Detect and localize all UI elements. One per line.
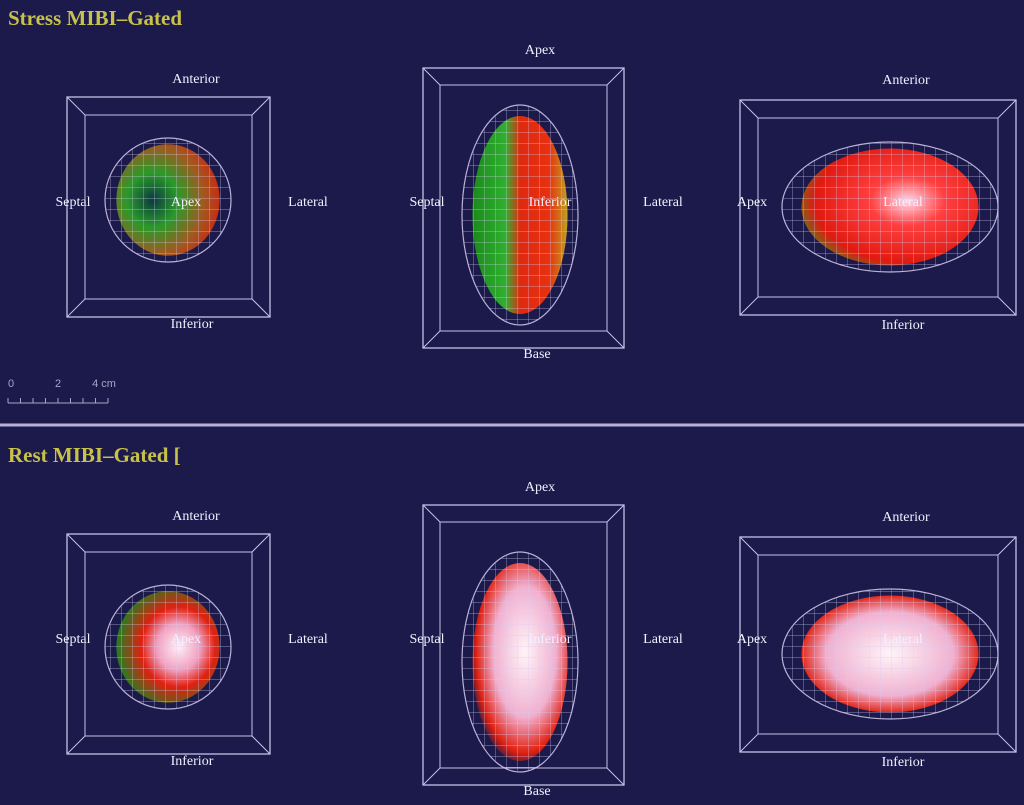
frame-inner [439, 84, 608, 332]
frame-edge [997, 296, 1017, 316]
view-label-bottom: Inferior [882, 755, 925, 770]
view-label-center: Inferior [529, 632, 572, 647]
frame-edge [606, 67, 625, 86]
frame-edge [997, 733, 1017, 753]
frame-outer [422, 67, 625, 349]
wireframe [104, 137, 232, 263]
frame-edge [66, 735, 86, 755]
scale-label: 2 [55, 378, 61, 390]
panel-title: Stress MIBI–Gated [8, 6, 182, 30]
frame-inner [84, 551, 253, 737]
frame-edge [606, 767, 625, 786]
frame-edge [739, 99, 759, 119]
view-label-top: Anterior [172, 72, 220, 87]
view-label-right: Lateral [288, 195, 328, 210]
view-label-bottom: Inferior [171, 754, 214, 769]
view-label-center: Inferior [529, 195, 572, 210]
view-label-center: Lateral [883, 195, 923, 210]
frame-inner [757, 554, 999, 735]
frame-edge [422, 504, 441, 523]
view: Anterior Septal Apex Lateral Inferior [56, 72, 328, 332]
frame-edge [997, 99, 1017, 119]
wireframe [781, 588, 999, 720]
view-label-center: Apex [171, 632, 201, 647]
view-label-center: Apex [171, 195, 201, 210]
frame-outer [66, 533, 271, 755]
view: Anterior Septal Apex Lateral Inferior [56, 509, 328, 769]
scale-label: 4 cm [92, 378, 116, 390]
frame-edge [606, 330, 625, 349]
view-label-bottom: Inferior [171, 317, 214, 332]
view-label-bottom: Base [523, 784, 550, 799]
view-label-left: Apex [737, 195, 767, 210]
frame-edge [422, 67, 441, 86]
frame-edge [251, 96, 271, 116]
frame-edge [739, 536, 759, 556]
panel-title: Rest MIBI–Gated [ [8, 443, 181, 467]
view-label-top: Apex [525, 43, 555, 58]
frame-inner [84, 114, 253, 300]
view-label-top: Anterior [882, 73, 930, 88]
frame-outer [422, 504, 625, 786]
view-label-left: Septal [410, 632, 445, 647]
view-label-right: Lateral [643, 195, 683, 210]
view-label-top: Anterior [882, 510, 930, 525]
view-label-right: Lateral [643, 632, 683, 647]
frame-outer [739, 536, 1017, 753]
frame-edge [739, 733, 759, 753]
view-label-right: Lateral [288, 632, 328, 647]
wireframe [781, 141, 999, 273]
frame-edge [66, 96, 86, 116]
frame-edge [606, 504, 625, 523]
view-label-center: Lateral [883, 632, 923, 647]
frame-outer [66, 96, 271, 318]
frame-edge [251, 735, 271, 755]
view-label-bottom: Inferior [882, 318, 925, 333]
view-label-left: Septal [56, 195, 91, 210]
scale-label: 0 [8, 378, 14, 390]
frame-edge [251, 533, 271, 553]
frame-edge [997, 536, 1017, 556]
view-label-bottom: Base [523, 347, 550, 362]
frame-edge [66, 533, 86, 553]
frame-edge [66, 298, 86, 318]
frame-outer [739, 99, 1017, 316]
frame-edge [739, 296, 759, 316]
frame-edge [422, 330, 441, 349]
view: Apex Septal Inferior Lateral Base [410, 43, 683, 362]
frame-edge [422, 767, 441, 786]
view-label-left: Apex [737, 632, 767, 647]
view-label-left: Septal [410, 195, 445, 210]
view: Apex Septal Inferior Lateral Base [410, 480, 683, 799]
view-label-left: Septal [56, 632, 91, 647]
frame-edge [251, 298, 271, 318]
view-label-top: Apex [525, 480, 555, 495]
wireframe [104, 584, 232, 710]
view: Anterior Apex Lateral Inferior [737, 510, 1017, 770]
view-label-top: Anterior [172, 509, 220, 524]
wireframe [461, 104, 579, 326]
view: Anterior Apex Lateral Inferior [737, 73, 1017, 333]
wireframe [461, 551, 579, 773]
